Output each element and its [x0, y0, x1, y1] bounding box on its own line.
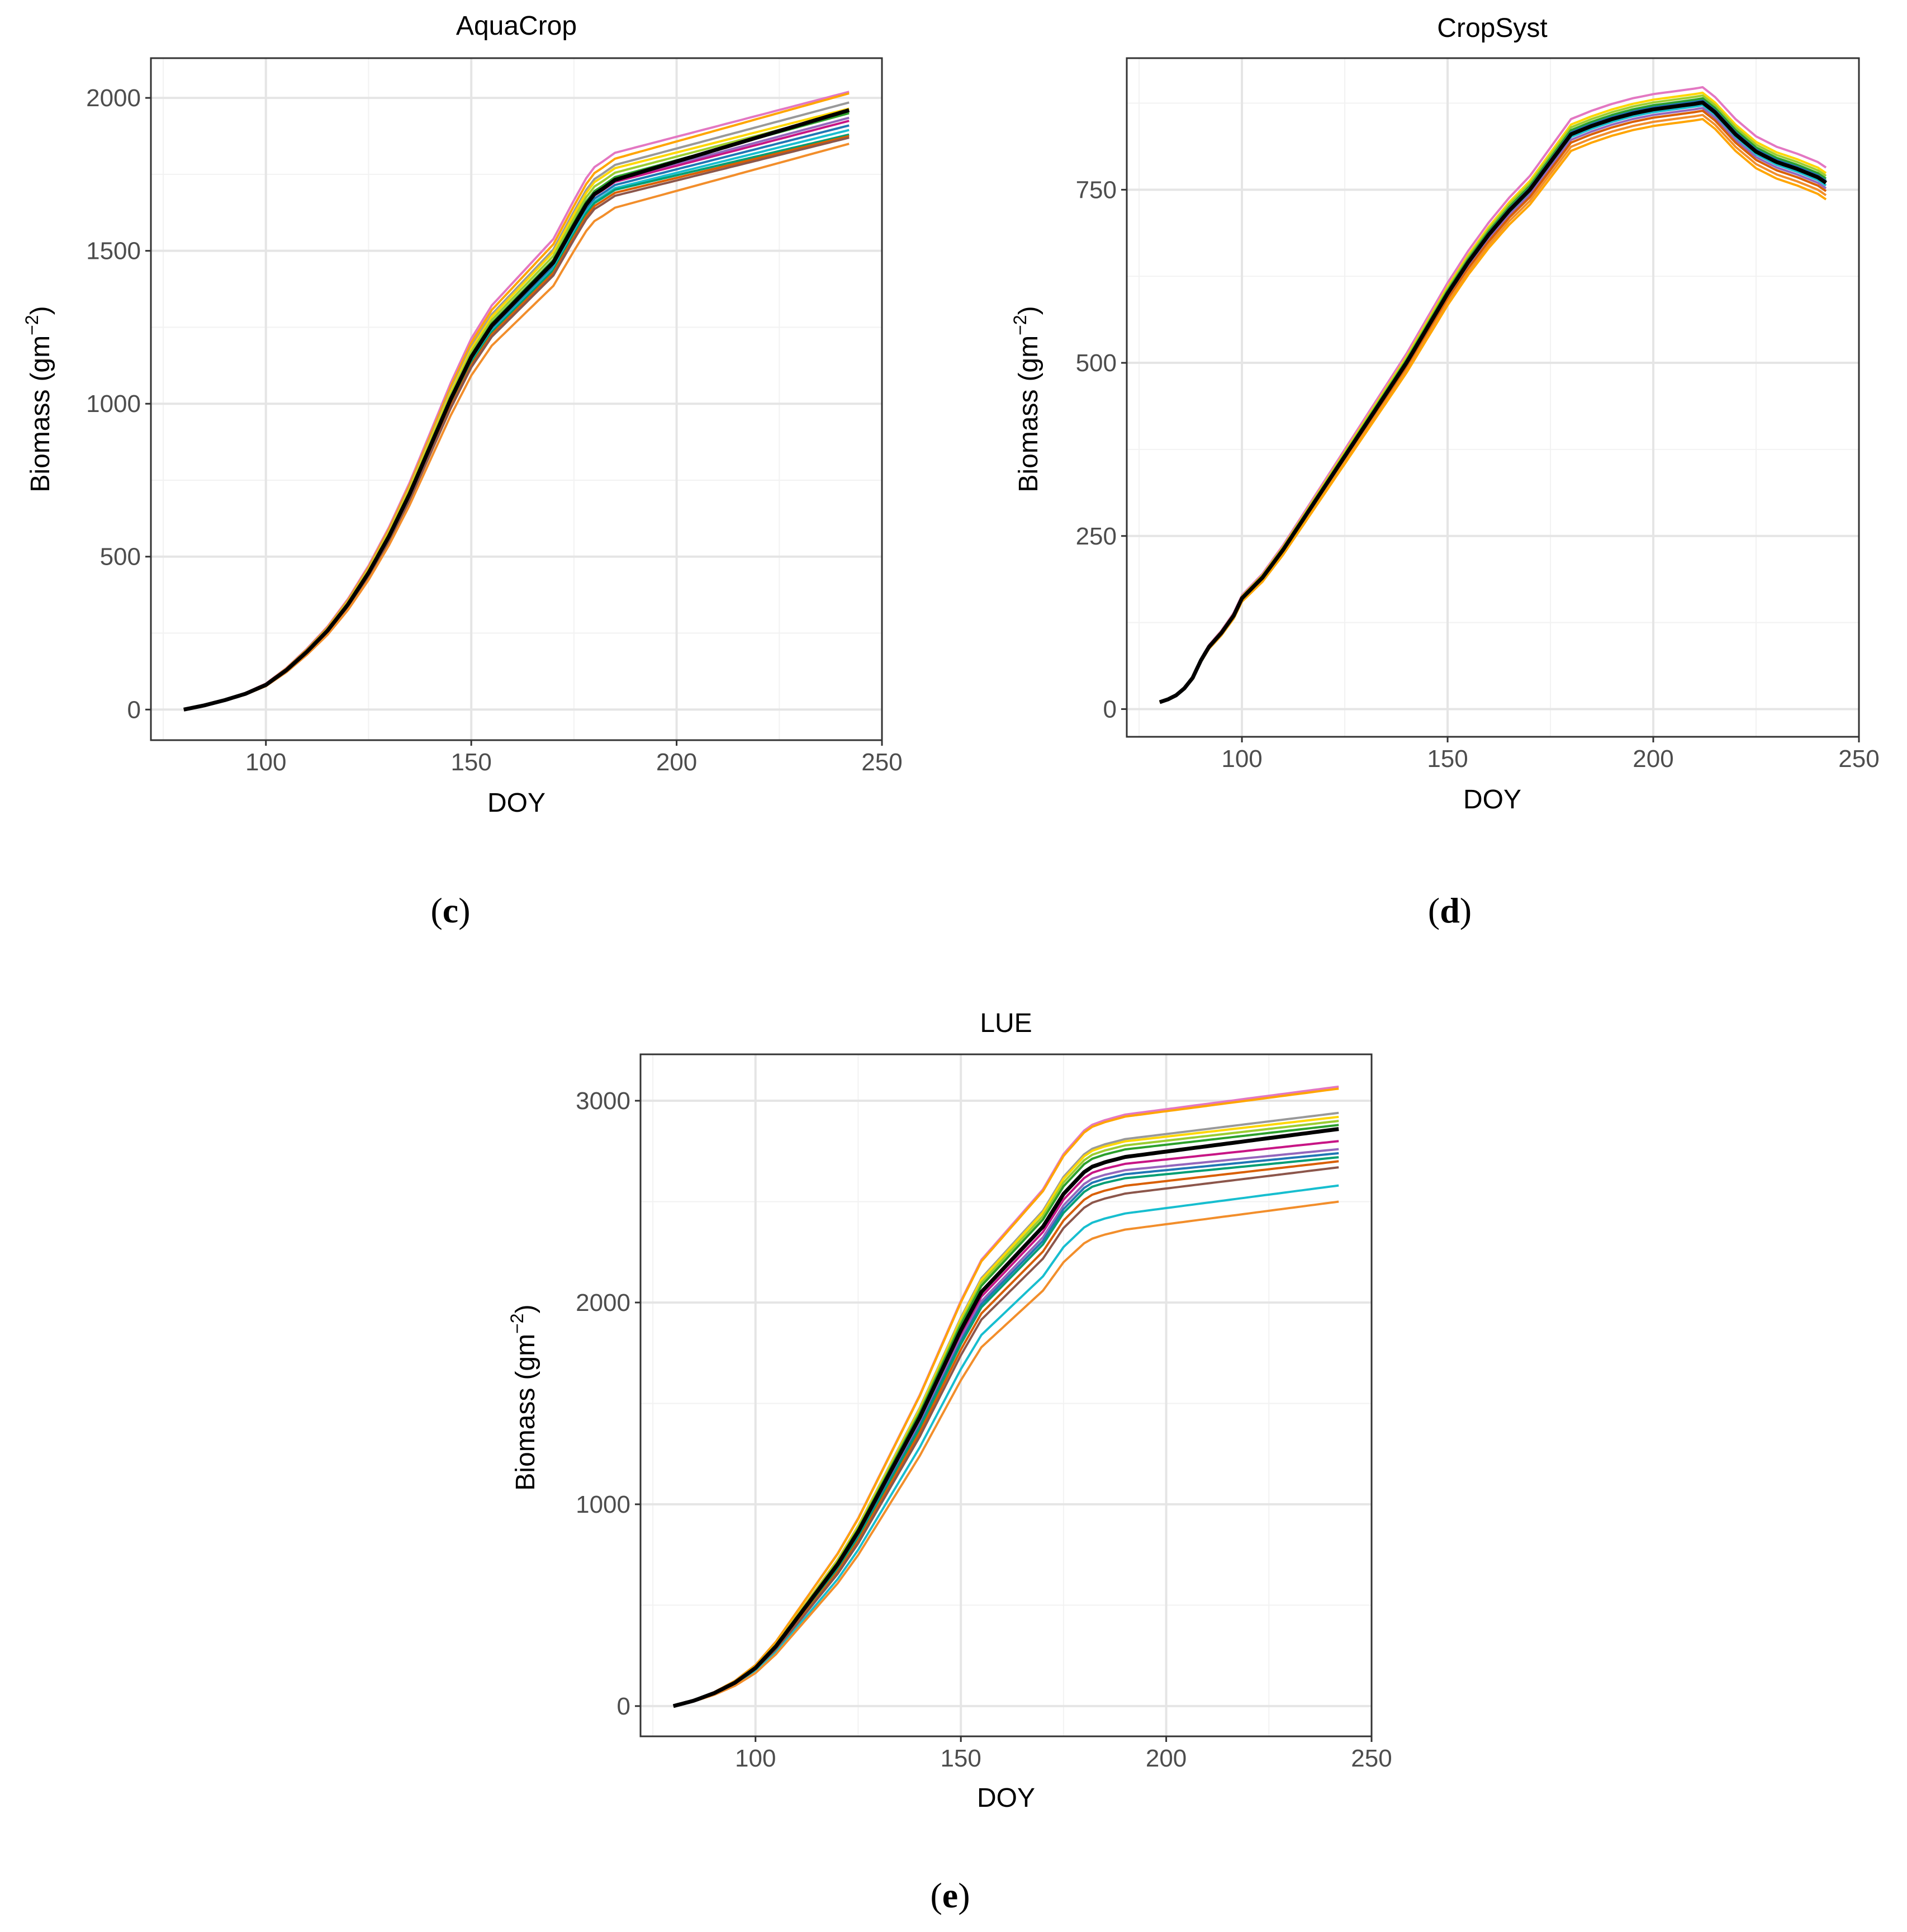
series-line-member-02	[673, 1087, 1339, 1707]
chart-title: LUE	[980, 1008, 1032, 1038]
x-tick-label: 200	[1633, 745, 1673, 773]
y-tick-label: 1000	[576, 1491, 630, 1518]
x-tick-label: 100	[735, 1745, 776, 1772]
y-axis-unit-exponent: −2	[22, 315, 42, 335]
series-line-mean	[1159, 100, 1828, 704]
x-tick-label: 250	[1838, 745, 1879, 773]
panel-label: (c)	[430, 891, 470, 930]
series-line-member-14	[673, 1200, 1339, 1707]
series-line-mean	[672, 1127, 1339, 1708]
y-tick-label: 3000	[576, 1087, 630, 1115]
series-line-member-13	[673, 1184, 1339, 1707]
chart-title: CropSyst	[1437, 13, 1547, 43]
series-line-mean	[183, 108, 850, 712]
x-tick-label: 250	[1351, 1745, 1392, 1772]
y-axis-label-text: Biomass	[1014, 390, 1043, 493]
y-tick-label: 0	[617, 1693, 630, 1720]
y-tick-label: 0	[127, 696, 141, 723]
series-line-member-10	[1159, 118, 1827, 704]
panel-aquacrop: 100 150 200 250 0 500 1000 1500 2000 AquaCrop DO…	[22, 11, 903, 930]
y-axis-label-text: Biomass	[511, 1388, 540, 1491]
y-axis-title: Biomass(gm−2)	[1010, 306, 1043, 492]
x-tick-label: 150	[1427, 745, 1468, 773]
y-axis-unit: gm	[1014, 335, 1043, 373]
y-axis-label-text: Biomass	[26, 390, 55, 493]
y-tick-label: 0	[1103, 695, 1117, 723]
y-axis-unit: gm	[26, 335, 55, 373]
y-tick-label: 500	[100, 543, 141, 571]
x-tick-label: 150	[450, 749, 491, 776]
y-axis-unit-exponent: −2	[507, 1313, 527, 1333]
y-tick-label: 750	[1076, 176, 1117, 203]
x-tick-label: 100	[245, 749, 286, 776]
y-tick-label: 2000	[86, 84, 141, 112]
y-axis-unit-exponent: −2	[1010, 315, 1030, 335]
y-axis-title: Biomass(gm−2)	[22, 306, 55, 492]
x-axis-title: DOY	[1463, 785, 1521, 815]
x-axis-title: DOY	[487, 788, 545, 818]
x-axis-title: DOY	[977, 1783, 1035, 1813]
x-tick-label: 100	[1221, 745, 1262, 773]
x-tick-label: 200	[656, 749, 697, 776]
panel-lue: 100 150 200 250 0 1000 2000 3000 LUE DOY Biomas…	[507, 1008, 1392, 1915]
x-tick-label: 150	[940, 1745, 981, 1772]
y-tick-label: 2000	[576, 1289, 630, 1317]
y-tick-label: 1500	[86, 238, 141, 265]
y-tick-label: 500	[1076, 349, 1117, 377]
panel-label: (d)	[1428, 891, 1472, 930]
y-axis-unit: gm	[511, 1334, 540, 1371]
panel-cropsyst: 100 150 200 250 0 250 500 750 CropSyst DOY Biom…	[1010, 13, 1880, 930]
x-tick-label: 200	[1146, 1745, 1187, 1772]
x-tick-label: 250	[861, 749, 902, 776]
y-tick-label: 1000	[86, 390, 141, 418]
series-line-member-12	[673, 1166, 1339, 1707]
y-tick-label: 250	[1076, 523, 1117, 550]
y-axis-title: Biomass(gm−2)	[507, 1304, 540, 1490]
chart-title: AquaCrop	[456, 11, 577, 41]
panel-label: (e)	[930, 1876, 970, 1915]
